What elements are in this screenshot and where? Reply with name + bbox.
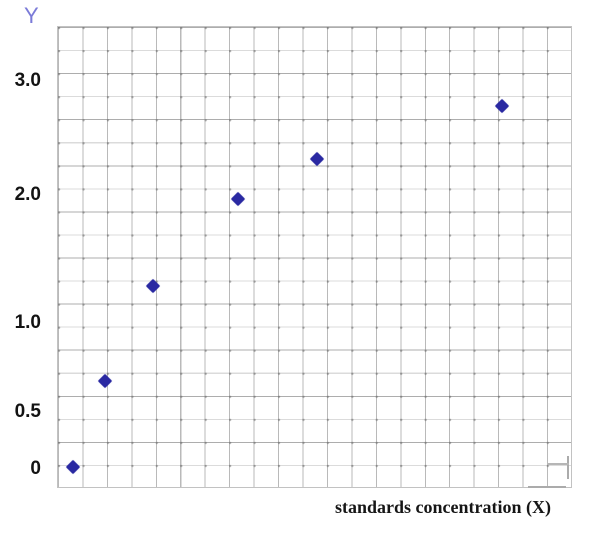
y-tick-label: 1.0 bbox=[14, 311, 41, 333]
data-point-marker bbox=[146, 279, 161, 294]
corner-artifact-line bbox=[528, 486, 566, 488]
corner-artifact-line bbox=[548, 463, 569, 465]
x-axis-title: standards concentration (X) bbox=[335, 497, 551, 517]
y-tick-label: 3.0 bbox=[14, 70, 41, 92]
data-point-marker bbox=[97, 374, 112, 389]
y-axis-tick-labels: 3.0 2.0 1.0 0.5 0 bbox=[0, 27, 42, 487]
corner-artifact-line bbox=[567, 456, 569, 479]
y-tick-label: 0 bbox=[30, 458, 41, 480]
data-point-marker bbox=[230, 191, 246, 207]
data-point-marker bbox=[495, 98, 510, 113]
y-tick-label: 0.5 bbox=[14, 401, 41, 423]
y-axis-title: Y bbox=[24, 3, 39, 28]
y-tick-label: 2.0 bbox=[14, 184, 41, 206]
data-point-marker bbox=[309, 151, 325, 166]
data-point-marker bbox=[65, 460, 80, 475]
plot-area bbox=[57, 26, 572, 488]
